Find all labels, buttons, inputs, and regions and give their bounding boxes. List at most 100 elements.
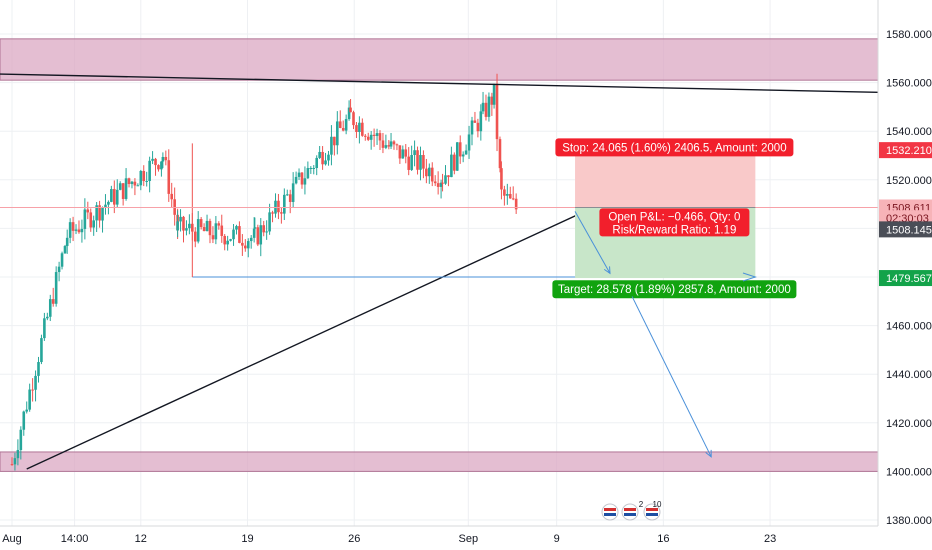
candle-body xyxy=(188,223,191,229)
candle-body xyxy=(498,139,502,169)
candle-body xyxy=(410,154,413,170)
candle-body xyxy=(154,158,157,166)
candle-body xyxy=(202,227,206,232)
candle-body xyxy=(361,122,364,136)
candle-body xyxy=(92,220,95,228)
time-axis-background[interactable] xyxy=(0,526,878,550)
candle-body xyxy=(31,389,34,391)
ascending-trendline[interactable] xyxy=(26,169,675,470)
candle-body xyxy=(487,96,491,117)
candle-body xyxy=(387,145,391,147)
time-labels: Aug 14:00 12 19 26 Sep 9 16 23 xyxy=(2,533,776,545)
price-axis[interactable]: 1580.0001560.0001540.0001520.0001500.000… xyxy=(877,0,932,550)
candle-body xyxy=(179,216,182,222)
candle-body xyxy=(256,227,260,245)
candle-body xyxy=(37,362,40,376)
candle-body xyxy=(447,175,450,178)
candle-body xyxy=(271,212,274,214)
price-label: 1540.000 xyxy=(886,126,932,138)
candle-body xyxy=(51,299,55,304)
candle-body xyxy=(355,125,358,132)
candle-body xyxy=(294,176,298,184)
candle-body xyxy=(28,389,31,410)
candle-body xyxy=(280,212,283,214)
pnl-text: Open P&L: −0.466, Qty: 0 xyxy=(608,211,740,223)
time-label: Sep xyxy=(459,533,479,545)
flag-icon[interactable] xyxy=(601,503,619,521)
candle-body xyxy=(205,220,209,232)
candle-body xyxy=(336,121,339,146)
pnl-label-background xyxy=(599,208,750,237)
candle-body xyxy=(506,193,509,196)
candle-body xyxy=(170,193,174,200)
candle-body xyxy=(464,150,468,155)
candle-body xyxy=(436,183,440,187)
descending-trendline[interactable] xyxy=(0,73,879,94)
candle-body xyxy=(366,136,370,140)
candle-body xyxy=(57,266,61,273)
candle-body xyxy=(95,205,98,221)
candle-body xyxy=(455,142,459,171)
candle-body xyxy=(315,157,319,168)
candle-body xyxy=(318,151,321,158)
candle-body xyxy=(479,111,483,132)
candle-body xyxy=(484,102,488,117)
candle-body xyxy=(89,212,93,228)
candle-body xyxy=(161,156,165,162)
arrow-to-target[interactable] xyxy=(574,211,611,274)
candle-body xyxy=(34,375,37,390)
candle-body xyxy=(344,119,348,131)
candle-body xyxy=(232,229,235,240)
candle-body xyxy=(113,189,116,205)
candlestick-series xyxy=(10,73,518,471)
candle-body xyxy=(127,178,131,185)
candle-body xyxy=(441,182,444,184)
candle-body xyxy=(395,144,399,146)
candle-body xyxy=(46,316,49,319)
economic-events[interactable]: 2 10 xyxy=(601,500,662,521)
stop-zone[interactable] xyxy=(575,150,756,208)
time-label: 16 xyxy=(657,533,669,545)
candle-body xyxy=(503,189,506,196)
flag-icon[interactable] xyxy=(621,503,639,521)
candle-body xyxy=(297,172,301,177)
projection-arrows[interactable] xyxy=(574,211,757,458)
candle-body xyxy=(193,231,197,242)
support-zone[interactable] xyxy=(0,451,879,472)
candle-body xyxy=(492,83,496,105)
candle-body xyxy=(136,185,140,187)
candle-body xyxy=(384,145,388,148)
arrow-to-support[interactable] xyxy=(631,296,712,458)
candle-body xyxy=(309,167,313,169)
time-label: Aug xyxy=(2,533,22,545)
price-label: 1520.000 xyxy=(886,175,932,187)
candle-body xyxy=(352,112,355,126)
candle-body xyxy=(265,231,268,233)
candle-body xyxy=(428,167,431,177)
price-tag-text: 1508.145 xyxy=(886,224,932,236)
candle-body xyxy=(16,449,20,459)
candle-body xyxy=(398,145,402,159)
candle-body xyxy=(347,107,351,120)
time-axis[interactable]: Aug 14:00 12 19 26 Sep 9 16 23 xyxy=(0,525,878,550)
target-label-text: Target: 28.578 (1.89%) 2857.8, Amount: 2… xyxy=(558,284,791,296)
candle-body xyxy=(226,240,229,245)
candle-body xyxy=(63,246,67,254)
candle-body xyxy=(338,121,342,129)
price-label: 1400.000 xyxy=(886,466,932,478)
short-position-tool[interactable]: Stop: 24.065 (1.60%) 2406.5, Amount: 200… xyxy=(0,138,878,299)
candle-body xyxy=(389,141,393,147)
candle-body xyxy=(425,168,428,177)
candle-body xyxy=(130,181,134,185)
resistance-zone[interactable] xyxy=(0,38,879,81)
candle-body xyxy=(241,242,244,246)
event-count: 10 xyxy=(653,500,662,509)
candle-body xyxy=(249,237,253,242)
candle-body xyxy=(10,464,14,466)
price-label: 1380.000 xyxy=(886,515,932,527)
candle-body xyxy=(321,151,324,165)
candle-body xyxy=(458,142,462,157)
candle-body xyxy=(160,161,163,170)
